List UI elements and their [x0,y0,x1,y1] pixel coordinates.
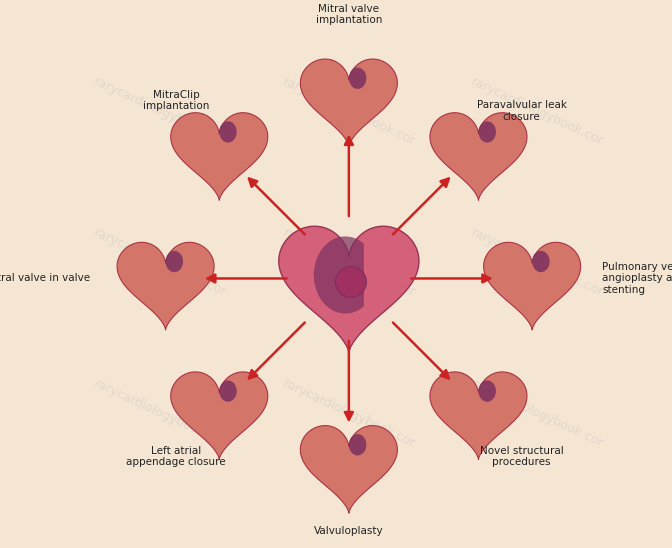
Text: rarycardiologybook.cor: rarycardiologybook.cor [469,75,606,148]
Polygon shape [165,251,183,272]
Text: rarycardiologybook.cor: rarycardiologybook.cor [280,226,417,299]
Polygon shape [300,426,397,513]
Polygon shape [484,242,581,330]
Text: Paravalvular leak
closure: Paravalvular leak closure [476,100,566,122]
Text: Mitral valve
implantation: Mitral valve implantation [316,3,382,25]
Text: Left atrial
appendage closure: Left atrial appendage closure [126,446,226,467]
Polygon shape [430,372,527,460]
Text: Pulmonary vein
angioplasty and
stenting: Pulmonary vein angioplasty and stenting [602,262,672,295]
Text: Mitral valve in valve: Mitral valve in valve [0,273,90,283]
Text: MitraClip
implantation: MitraClip implantation [143,89,209,111]
Polygon shape [478,121,496,142]
Polygon shape [219,121,237,142]
Polygon shape [349,67,366,89]
Polygon shape [219,380,237,402]
Polygon shape [117,242,214,330]
Polygon shape [532,251,550,272]
Polygon shape [300,59,397,147]
Polygon shape [279,226,419,353]
Text: rarycardiologybook.cor: rarycardiologybook.cor [92,377,228,450]
Polygon shape [314,236,364,313]
Text: rarycardiologybook.cor: rarycardiologybook.cor [92,75,228,148]
Text: rarycardiologybook.cor: rarycardiologybook.cor [469,377,606,450]
Polygon shape [171,372,267,460]
Text: rarycardiologybook.cor: rarycardiologybook.cor [280,377,417,450]
Polygon shape [349,434,366,455]
Polygon shape [478,380,496,402]
Polygon shape [171,113,267,201]
Text: rarycardiologybook.cor: rarycardiologybook.cor [92,226,228,299]
Polygon shape [430,113,527,201]
Text: rarycardiologybook.cor: rarycardiologybook.cor [469,226,606,299]
Text: rarycardiologybook.cor: rarycardiologybook.cor [280,75,417,148]
Text: Novel structural
procedures: Novel structural procedures [480,446,563,467]
Circle shape [335,266,366,298]
Text: Valvuloplasty: Valvuloplasty [314,527,384,536]
